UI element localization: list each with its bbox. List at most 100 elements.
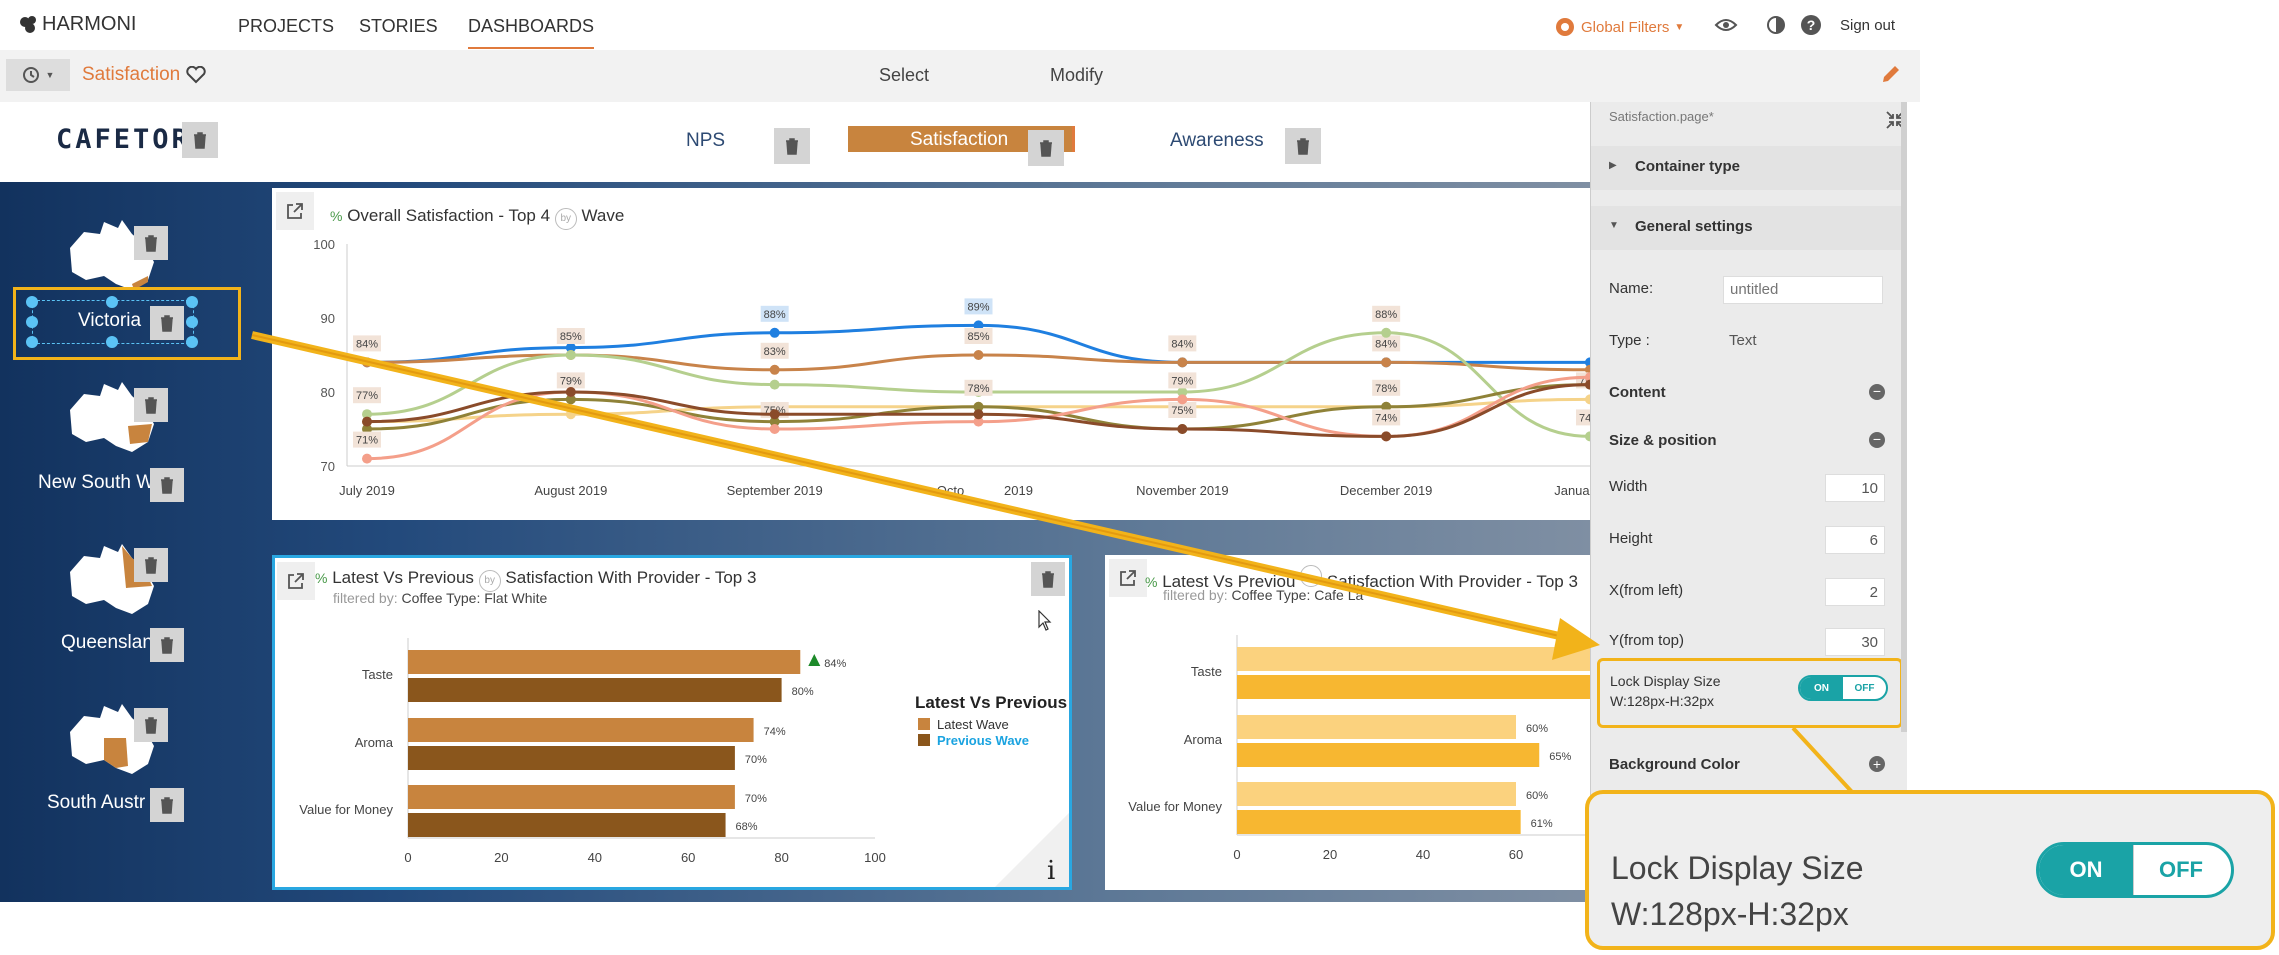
delete-map-button[interactable]: [134, 548, 168, 582]
modify-tab[interactable]: Modify: [1050, 65, 1104, 85]
name-label: Name:: [1609, 280, 1654, 297]
delete-text-button[interactable]: [150, 306, 184, 340]
name-input[interactable]: [1723, 276, 1883, 304]
bar-value-label: 70%: [745, 793, 767, 805]
bar: [408, 746, 735, 770]
category-label: Aroma: [1184, 732, 1223, 747]
expand-button[interactable]: [276, 192, 314, 230]
resize-handle[interactable]: [26, 336, 38, 348]
lock-display-size-toggle[interactable]: ON OFF: [1798, 675, 1888, 701]
select-tab[interactable]: Select: [879, 65, 930, 85]
zoom-lock-toggle[interactable]: ON OFF: [2036, 842, 2234, 898]
data-label: 71%: [356, 435, 378, 447]
bar: [1237, 743, 1540, 767]
bar-chart-card-1[interactable]: % Latest Vs Previous by Satisfaction Wit…: [272, 555, 1072, 890]
heart-icon[interactable]: [186, 66, 206, 84]
eye-icon[interactable]: [1714, 15, 1738, 35]
x-tick-label: August 2019: [534, 483, 607, 498]
nav-projects[interactable]: PROJECTS: [238, 16, 335, 36]
data-point: [1585, 431, 1590, 442]
info-corner[interactable]: [995, 813, 1069, 887]
data-point: [1177, 357, 1188, 368]
data-label: 85%: [560, 331, 582, 343]
bar: [408, 813, 726, 837]
delete-awareness-tab-button[interactable]: [1285, 128, 1321, 164]
global-filters-button[interactable]: Global Filters ▼: [1555, 17, 1684, 37]
delete-map-button[interactable]: [134, 388, 168, 422]
width-input[interactable]: 10: [1825, 474, 1885, 502]
data-label: 77%: [356, 390, 378, 402]
collapse-icon[interactable]: [1885, 110, 1905, 130]
zoom-toggle-on[interactable]: ON: [2039, 845, 2133, 895]
delete-map-button[interactable]: [134, 708, 168, 742]
data-point: [769, 409, 780, 420]
zoom-toggle-off[interactable]: OFF: [2133, 845, 2228, 895]
x-tick-label: 40: [588, 850, 602, 865]
background-color-label[interactable]: Background Color: [1609, 756, 1740, 773]
container-type-section[interactable]: ▶ Container type: [1591, 146, 1907, 190]
contrast-icon[interactable]: [1766, 15, 1786, 35]
data-point: [1585, 364, 1590, 375]
delete-nps-tab-button[interactable]: [774, 128, 810, 164]
resize-handle[interactable]: [26, 316, 38, 328]
pencil-icon[interactable]: [1880, 63, 1902, 85]
bar: [1237, 675, 1590, 699]
delete-text-button[interactable]: [150, 468, 184, 502]
bar: [408, 650, 801, 674]
line-chart-card[interactable]: % Overall Satisfaction - Top 4 by Wave 7…: [272, 188, 1590, 520]
general-settings-section[interactable]: ▼ General settings: [1591, 206, 1907, 250]
tab-awareness[interactable]: Awareness: [1170, 130, 1264, 151]
delete-satisfaction-tab-button[interactable]: [1028, 130, 1064, 166]
content-section-label[interactable]: Content: [1609, 384, 1666, 401]
trash-icon: [145, 397, 157, 414]
legend-swatch: [918, 718, 930, 730]
history-button[interactable]: ▼: [6, 59, 70, 91]
delete-logo-button[interactable]: [182, 122, 218, 158]
minus-circle-icon[interactable]: −: [1869, 384, 1885, 400]
resize-handle[interactable]: [26, 296, 38, 308]
harmoni-logo[interactable]: HARMONI: [18, 13, 136, 36]
data-label-bg: [964, 298, 993, 315]
resize-handle[interactable]: [106, 296, 118, 308]
x-position-input[interactable]: 2: [1825, 578, 1885, 606]
info-icon[interactable]: i: [1047, 856, 1056, 886]
nav-dashboards[interactable]: DASHBOARDS: [468, 16, 595, 49]
caret-down-icon: ▼: [1609, 220, 1619, 231]
panel-file-name: Satisfaction.page*: [1609, 109, 1714, 124]
type-value: Text: [1729, 332, 1757, 349]
resize-handle[interactable]: [186, 316, 198, 328]
y-tick-label: 100: [313, 237, 335, 252]
x-tick-label: 2019: [1004, 483, 1033, 498]
bar-chart-card-2[interactable]: % Latest Vs Previou Satisfaction With Pr…: [1105, 555, 1590, 890]
region-label-victoria[interactable]: Victoria: [78, 310, 142, 331]
selected-text-element[interactable]: [13, 287, 241, 360]
resize-handle[interactable]: [106, 336, 118, 348]
resize-handle[interactable]: [186, 336, 198, 348]
resize-handle[interactable]: [186, 296, 198, 308]
region-label-south-australia[interactable]: South Austr: [47, 792, 146, 813]
data-point: [973, 409, 984, 420]
help-icon[interactable]: ?: [1801, 15, 1821, 35]
y-tick-label: 90: [321, 311, 335, 326]
delete-map-button[interactable]: [134, 226, 168, 260]
region-label-queensland[interactable]: Queenslan: [61, 632, 153, 653]
minus-circle-icon[interactable]: −: [1869, 432, 1885, 448]
toggle-off[interactable]: OFF: [1854, 682, 1875, 694]
type-label: Type :: [1609, 332, 1650, 349]
nav-stories[interactable]: STORIES: [359, 16, 438, 36]
y-position-input[interactable]: 30: [1825, 628, 1885, 656]
delete-text-button[interactable]: [150, 788, 184, 822]
region-label-new-south-wales[interactable]: New South W: [38, 472, 155, 493]
data-point: [1585, 372, 1590, 383]
bar: [1237, 810, 1521, 834]
data-point: [565, 350, 576, 360]
plus-circle-icon[interactable]: +: [1869, 756, 1885, 772]
panel-scrollbar[interactable]: [1901, 102, 1907, 732]
sign-out-link[interactable]: Sign out: [1840, 17, 1896, 34]
size-position-section-label[interactable]: Size & position: [1609, 432, 1717, 449]
page-toolbar: ▼ Satisfaction Select Modify: [0, 50, 1920, 102]
tab-nps[interactable]: NPS: [686, 130, 726, 151]
delete-text-button[interactable]: [150, 628, 184, 662]
toggle-on[interactable]: ON: [1800, 677, 1843, 699]
height-input[interactable]: 6: [1825, 526, 1885, 554]
